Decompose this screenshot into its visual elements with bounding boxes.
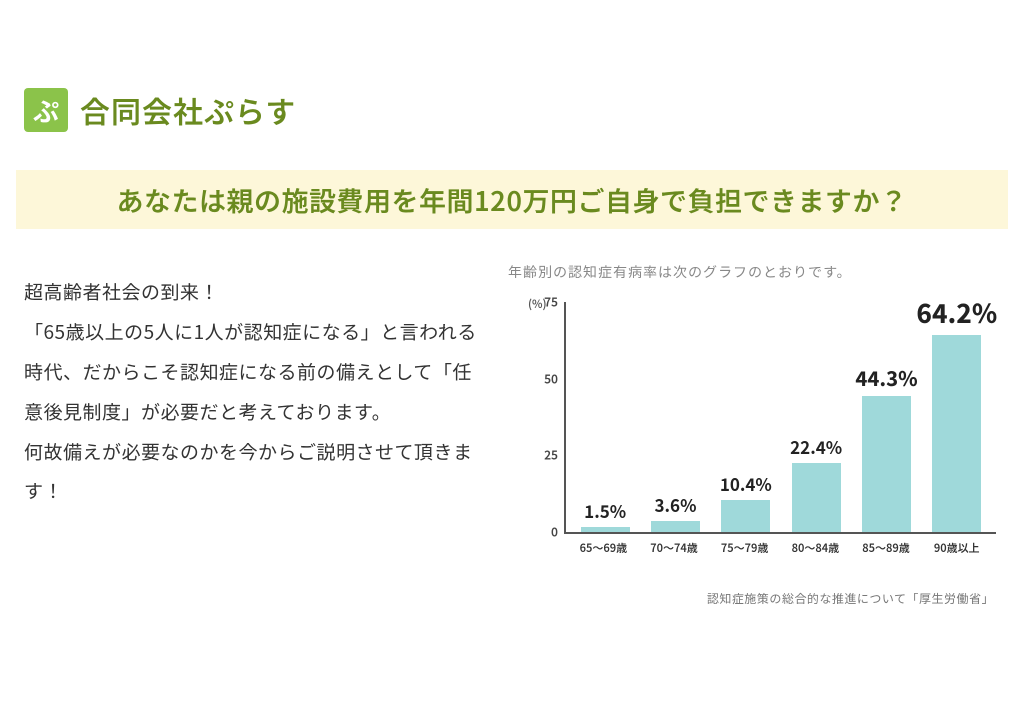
bar-value-label: 10.4%	[720, 471, 772, 496]
bar	[862, 396, 911, 532]
bar	[581, 527, 630, 532]
brand-logo-icon: ぷ	[24, 88, 68, 132]
y-tick-label: 75	[528, 294, 558, 311]
x-tick-label: 75〜79歳	[709, 534, 780, 562]
brand-name: 合同会社ぷらす	[80, 88, 296, 132]
brand-header: ぷ 合同会社ぷらす	[24, 88, 296, 132]
y-tick-label: 50	[528, 370, 558, 387]
bar-value-label: 1.5%	[584, 498, 626, 523]
headline-banner: あなたは親の施設費用を年間120万円ご自身で負担できますか？	[16, 170, 1008, 229]
bar	[651, 521, 700, 532]
content-row: 超高齢者社会の到来！「65歳以上の5人に1人が認知症になる」と言われる時代、だか…	[24, 262, 1000, 702]
page: ぷ 合同会社ぷらす あなたは親の施設費用を年間120万円ご自身で負担できますか？…	[0, 0, 1024, 726]
bar-slot: 22.4%	[781, 302, 851, 532]
chart-column: 年齢別の認知症有病率は次のグラフのとおりです。 (%) 1.5%3.6%10.4…	[504, 262, 1000, 702]
chart-plot: 1.5%3.6%10.4%22.4%44.3%64.2% 0255075	[564, 302, 996, 534]
bar-slot: 3.6%	[640, 302, 710, 532]
headline-text: あなたは親の施設費用を年間120万円ご自身で負担できますか？	[16, 170, 1008, 229]
bar-value-label: 3.6%	[655, 492, 697, 517]
x-tick-label: 70〜74歳	[639, 534, 710, 562]
bar-slot: 64.2%	[922, 302, 992, 532]
bar-value-label: 22.4%	[790, 434, 842, 459]
x-tick-label: 85〜89歳	[851, 534, 922, 562]
x-tick-label: 80〜84歳	[780, 534, 851, 562]
x-axis: 65〜69歳70〜74歳75〜79歳80〜84歳85〜89歳90歳以上	[564, 534, 996, 562]
x-tick-label: 90歳以上	[921, 534, 992, 562]
bar-slot: 44.3%	[851, 302, 921, 532]
bar	[932, 335, 981, 532]
body-column: 超高齢者社会の到来！「65歳以上の5人に1人が認知症になる」と言われる時代、だか…	[24, 262, 484, 702]
bar	[721, 500, 770, 532]
y-tick-label: 25	[528, 447, 558, 464]
chart-area: (%) 1.5%3.6%10.4%22.4%44.3%64.2% 0255075…	[522, 302, 1000, 562]
chart-title: 年齢別の認知症有病率は次のグラフのとおりです。	[508, 262, 1000, 282]
bar-slot: 1.5%	[570, 302, 640, 532]
bar-value-label: 44.3%	[855, 363, 917, 392]
chart-source: 認知症施策の総合的な推進について「厚生労働省」	[504, 590, 994, 607]
body-text: 超高齢者社会の到来！「65歳以上の5人に1人が認知症になる」と言われる時代、だか…	[24, 272, 484, 511]
bar-value-label: 64.2%	[916, 294, 997, 331]
x-tick-label: 65〜69歳	[568, 534, 639, 562]
y-tick-label: 0	[528, 524, 558, 541]
bar	[792, 463, 841, 532]
bars-container: 1.5% 3.6% 10.4% 22.4% 44.3%64.2%	[566, 302, 996, 532]
bar-slot: 10.4%	[711, 302, 781, 532]
